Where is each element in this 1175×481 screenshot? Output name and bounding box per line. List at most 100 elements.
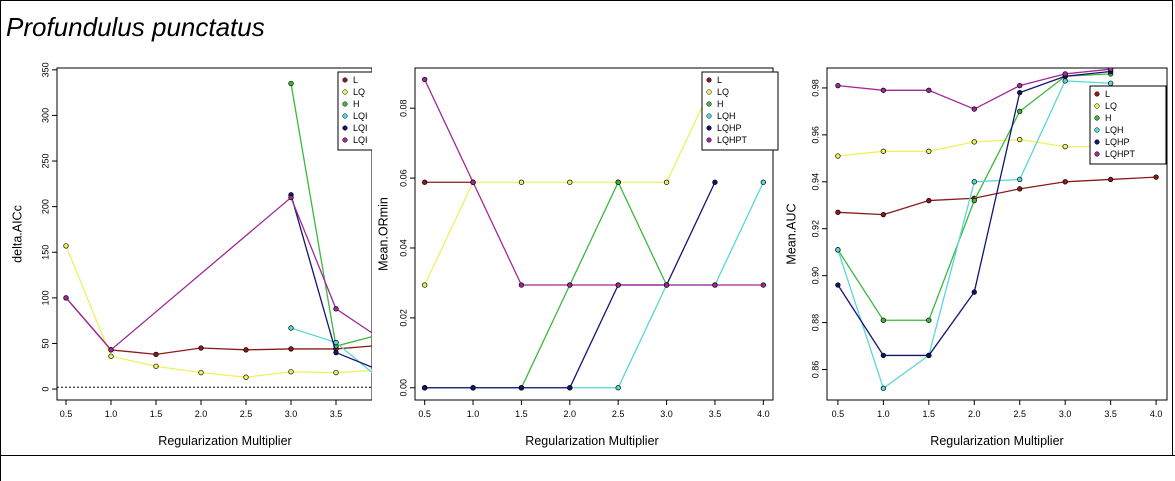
plot-area	[414, 67, 774, 401]
y-tick-label: 50	[40, 338, 50, 348]
legend-marker-lqhpt	[1094, 151, 1100, 157]
y-tick-label: 300	[40, 108, 50, 123]
y-tick-label: 0.86	[810, 361, 820, 379]
figure-frame	[0, 0, 1173, 455]
data-point-lqh	[835, 247, 841, 253]
data-point-lq	[926, 148, 932, 154]
data-point-lq	[198, 369, 204, 376]
x-tick-label: 2.0	[564, 409, 577, 419]
legend-label: LQH	[717, 111, 736, 121]
data-point-lqhpt	[470, 179, 476, 185]
x-tick-label: 1.0	[105, 409, 118, 419]
y-axis-label: Mean.AUC	[784, 203, 798, 264]
data-point-lqhpt	[760, 282, 766, 288]
data-point-h	[926, 317, 932, 323]
x-axis-label: Regularization Multiplier	[930, 434, 1063, 448]
x-axis-label: Regularization Multiplier	[525, 434, 658, 448]
data-point-h	[615, 179, 621, 185]
data-point-lq	[333, 369, 339, 376]
x-tick-label: 1.5	[515, 409, 528, 419]
legend-label: L	[353, 75, 358, 85]
data-point-l	[880, 211, 887, 218]
series-line-lqhpt	[424, 79, 764, 286]
y-tick-label: 0.06	[398, 169, 408, 187]
legend-marker-lq	[342, 89, 348, 95]
legend-label: LQ	[1105, 101, 1117, 111]
data-point-l	[835, 209, 841, 215]
x-tick-label: 3.5	[1104, 409, 1117, 419]
data-point-lqhpt	[1107, 68, 1114, 72]
legend-label: LQHPT	[1105, 149, 1136, 159]
legend-marker-lqhp	[706, 125, 712, 131]
data-point-lq	[567, 179, 573, 185]
data-point-lqhp	[880, 352, 887, 359]
data-point-lqh	[288, 325, 294, 331]
legend-label: H	[1105, 113, 1112, 123]
data-point-h	[1017, 108, 1023, 115]
data-point-l	[243, 347, 249, 353]
data-point-l	[1107, 176, 1114, 183]
data-point-lq	[63, 243, 69, 249]
data-point-lq	[835, 153, 841, 159]
data-point-lqh	[760, 179, 766, 185]
x-tick-label: 3.5	[330, 409, 343, 419]
y-tick-label: 0.88	[810, 314, 820, 332]
data-point-lqhp	[712, 179, 718, 185]
y-tick-label: 0.96	[810, 126, 820, 144]
data-point-lq	[153, 363, 159, 369]
data-point-lqh	[880, 385, 887, 391]
data-point-lqhpt	[926, 87, 932, 93]
y-tick-label: 0.92	[810, 220, 820, 238]
y-tick-label: 150	[40, 245, 50, 260]
data-point-lqhpt	[518, 282, 525, 288]
legend-marker-lqhp	[1094, 139, 1100, 145]
legend-label: LQ	[353, 87, 365, 97]
x-axis-label: Regularization Multiplier	[158, 434, 291, 448]
data-point-lqhpt	[1017, 82, 1023, 89]
mean-ormin-chart: 0.5 1.0 1.5 2.0 2.5 3.0 3.5 4.0 0.00 0.02 0.04 0.06…	[376, 67, 779, 448]
data-point-lqhp	[333, 349, 339, 356]
data-point-lqhpt	[971, 106, 977, 112]
data-point-lqhp	[971, 289, 977, 295]
legend-marker-lqhpt	[342, 137, 348, 143]
legend-box	[701, 71, 779, 151]
x-tick-label: 1.5	[150, 409, 163, 419]
data-point-lqhpt	[835, 82, 841, 89]
data-point-lqhp	[1017, 89, 1023, 96]
data-point-lqh	[1062, 78, 1068, 84]
legend-marker-l	[706, 77, 712, 83]
y-tick-label: 0.98	[810, 79, 820, 97]
data-point-lqhp	[470, 385, 476, 391]
data-point-lq	[243, 374, 249, 380]
series-line-l	[65, 297, 372, 356]
delta-aicc-chart: 0.5 1.0 1.5 2.0 2.5 3.0 3.5 0 50 100 150 200 250 300 3…	[10, 62, 372, 448]
legend-marker-lqh	[342, 113, 348, 119]
legend-label: LQH	[1105, 125, 1124, 135]
frame-bottom-line	[0, 455, 1175, 456]
data-point-h	[971, 197, 977, 204]
legend-label: LQI	[353, 111, 368, 121]
legend-marker-l	[1094, 91, 1100, 97]
data-point-lq	[1062, 143, 1068, 150]
legend-marker-lq	[706, 89, 712, 95]
y-tick-label: 0.00	[398, 379, 408, 397]
x-tick-label: 0.5	[60, 409, 73, 419]
x-tick-label: 2.0	[195, 409, 208, 419]
y-tick-label: 100	[40, 290, 50, 305]
data-point-l	[198, 345, 204, 351]
data-point-lq	[971, 139, 977, 145]
y-tick-label: 0.08	[398, 99, 408, 117]
series-group	[422, 76, 766, 391]
data-point-lq	[880, 148, 887, 154]
x-tick-label: 1.5	[923, 409, 936, 419]
y-tick-label: 200	[40, 199, 50, 214]
x-tick-label: 3.0	[285, 409, 298, 419]
y-axis-label: delta.AICc	[10, 205, 24, 263]
series-line-lqh	[837, 80, 1111, 390]
series-line-lq	[65, 245, 372, 378]
x-tick-label: 4.0	[1150, 409, 1163, 419]
x-tick-label: 0.5	[832, 409, 845, 419]
y-tick-label: 0.94	[810, 173, 820, 191]
data-point-l	[288, 346, 294, 352]
data-point-lqhpt	[63, 295, 69, 301]
